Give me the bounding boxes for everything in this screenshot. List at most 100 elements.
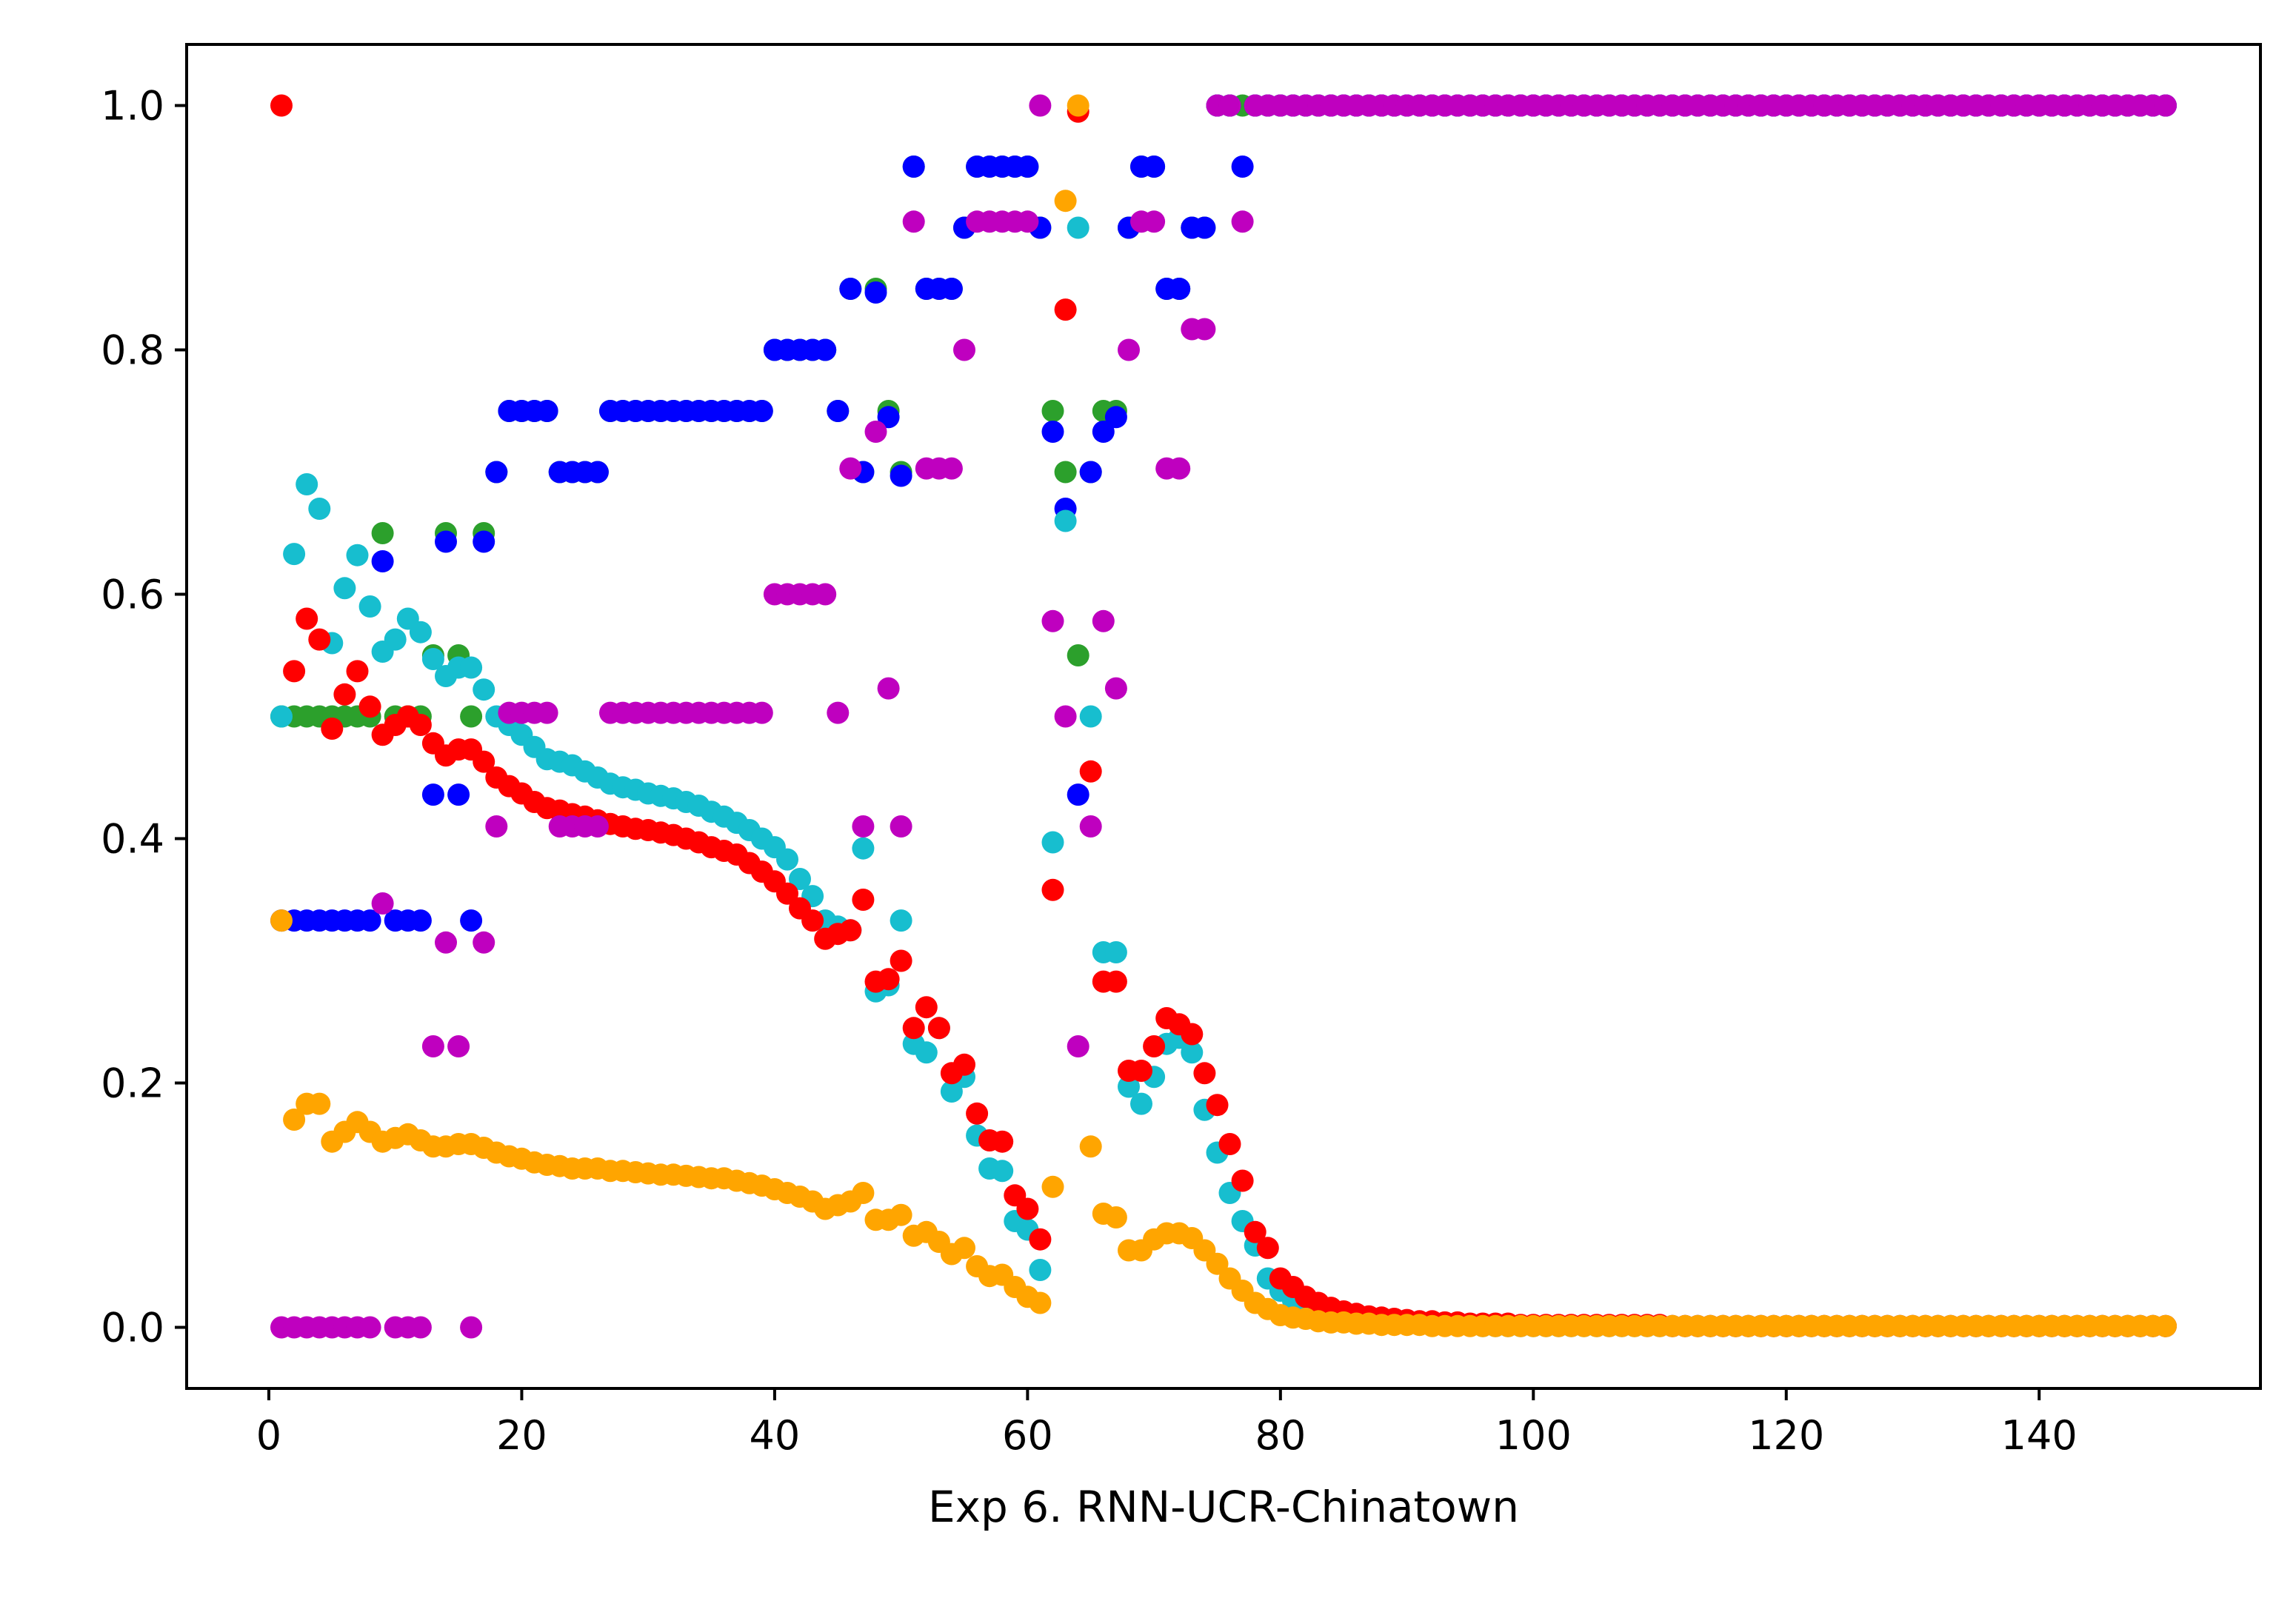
data-point (852, 1182, 875, 1204)
data-point (1104, 1206, 1127, 1228)
data-point (1029, 1291, 1052, 1314)
x-tick-label: 140 (2001, 1412, 2078, 1459)
data-point (1143, 156, 1166, 178)
x-tick-label: 60 (1002, 1412, 1053, 1459)
data-point (321, 718, 344, 740)
data-point (902, 156, 925, 178)
data-point (358, 1316, 381, 1339)
data-point (1029, 94, 1052, 117)
data-point (1054, 298, 1077, 321)
data-point (1143, 210, 1166, 233)
data-point (409, 714, 432, 736)
data-point (1029, 1259, 1052, 1281)
data-point (839, 457, 862, 480)
data-point (902, 210, 925, 233)
data-point (1244, 1220, 1267, 1243)
data-point (460, 1316, 483, 1339)
data-point (864, 281, 887, 304)
data-point (1029, 1228, 1052, 1251)
data-point (877, 406, 900, 429)
data-point (890, 464, 912, 487)
data-point (827, 701, 850, 724)
data-point (1193, 318, 1216, 341)
x-tick-label: 20 (496, 1412, 547, 1459)
data-point (473, 530, 495, 553)
data-point (1054, 509, 1077, 532)
data-point (460, 656, 483, 679)
y-tick-label: 0.2 (101, 1060, 164, 1107)
data-point (1231, 210, 1254, 233)
data-point (1067, 1035, 1089, 1057)
data-point (1079, 1135, 1102, 1158)
data-point (890, 949, 912, 972)
data-point (1067, 783, 1089, 806)
data-point (586, 461, 609, 484)
data-point (915, 996, 938, 1019)
data-point (1104, 406, 1127, 429)
data-point (371, 892, 394, 915)
data-point (296, 607, 318, 630)
data-point (308, 1092, 331, 1115)
data-point (485, 461, 508, 484)
data-point (1079, 815, 1102, 838)
data-point (1168, 457, 1191, 480)
data-point (940, 278, 963, 300)
data-point (750, 701, 773, 724)
data-point (447, 1035, 470, 1057)
data-point (827, 400, 850, 422)
data-point (535, 701, 558, 724)
data-point (283, 1109, 306, 1131)
data-point (283, 543, 306, 566)
data-points-layer (270, 94, 2177, 1339)
data-point (1231, 1169, 1254, 1192)
data-point (409, 909, 432, 932)
data-point (1130, 1060, 1152, 1082)
data-point (535, 400, 558, 422)
data-point (1067, 644, 1089, 666)
data-point (346, 660, 369, 683)
data-point (333, 683, 356, 706)
data-point (890, 909, 912, 932)
data-point (1041, 1175, 1064, 1198)
data-point (358, 595, 381, 618)
data-point (1067, 94, 1089, 117)
data-point (283, 660, 306, 683)
data-point (409, 1316, 432, 1339)
data-point (1181, 1023, 1204, 1046)
data-point (1181, 1041, 1204, 1064)
x-tick-label: 40 (750, 1412, 801, 1459)
x-tick-label: 120 (1748, 1412, 1824, 1459)
data-point (953, 338, 975, 361)
data-point (902, 1017, 925, 1040)
y-axis: 0.0 0.2 0.4 0.6 0.8 1.0 (101, 83, 187, 1351)
data-point (776, 882, 798, 905)
series-5 (270, 94, 2177, 1337)
data-point (473, 678, 495, 701)
data-point (270, 909, 293, 932)
data-point (953, 1237, 975, 1260)
data-point (371, 522, 394, 544)
data-point (421, 783, 444, 806)
data-point (1130, 1092, 1152, 1115)
data-point (940, 1080, 963, 1103)
data-point (814, 583, 837, 606)
data-point (1041, 878, 1064, 901)
data-point (1041, 400, 1064, 422)
data-point (1016, 210, 1039, 233)
data-point (890, 815, 912, 838)
x-axis: 0 20 40 60 80 100 120 140 (256, 1388, 2078, 1459)
data-point (1256, 1237, 1279, 1260)
y-tick-label: 0.8 (101, 327, 164, 374)
data-point (814, 338, 837, 361)
data-point (776, 848, 798, 871)
x-tick-label: 100 (1495, 1412, 1572, 1459)
x-tick-label: 0 (256, 1412, 281, 1459)
data-point (270, 94, 293, 117)
data-point (1079, 461, 1102, 484)
data-point (1118, 338, 1140, 361)
data-point (1041, 831, 1064, 854)
data-point (1079, 760, 1102, 783)
data-point (839, 278, 862, 300)
